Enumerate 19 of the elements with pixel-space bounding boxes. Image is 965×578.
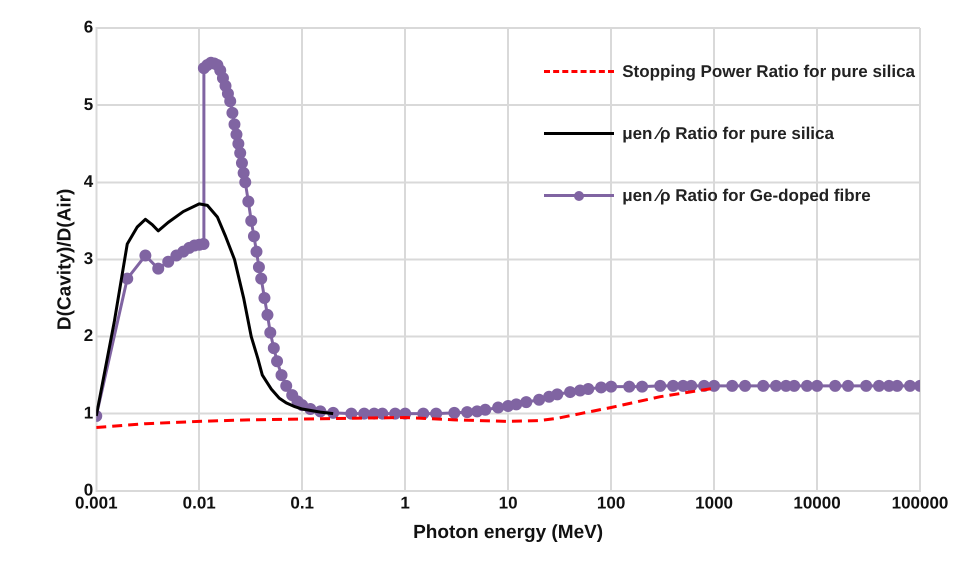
x-tick-label: 0.1 [290, 494, 314, 513]
legend-label: Stopping Power Ratio for pure silica [622, 62, 915, 82]
y-tick-label: 1 [84, 403, 94, 422]
x-tick-label: 100000 [892, 494, 948, 513]
y-tick-label: 5 [84, 94, 94, 114]
legend-label: μen ∕ρ Ratio for Ge-doped fibre [622, 186, 871, 206]
y-tick-label: 2 [84, 326, 94, 346]
y-tick-label: 6 [84, 18, 94, 37]
x-tick-label: 10 [498, 494, 518, 513]
x-tick-label: 10000 [793, 494, 841, 513]
x-axis-title: Photon energy (MeV) [413, 522, 604, 543]
x-tick-label: 1000 [695, 494, 733, 513]
legend-label: μen ∕ρ Ratio for pure silica [622, 124, 834, 144]
y-tick-label: 3 [84, 249, 94, 268]
y-tick-label: 4 [84, 172, 94, 191]
x-tick-label: 100 [596, 494, 626, 513]
y-axis-title: D(Cavity)/D(Air) [54, 188, 76, 330]
x-tick-label: 1 [400, 494, 410, 513]
x-tick-label: 0.01 [182, 494, 216, 513]
